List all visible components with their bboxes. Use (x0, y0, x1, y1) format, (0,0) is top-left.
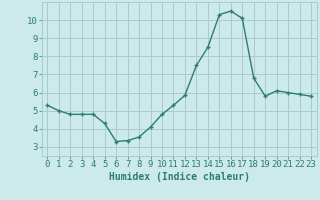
X-axis label: Humidex (Indice chaleur): Humidex (Indice chaleur) (109, 172, 250, 182)
